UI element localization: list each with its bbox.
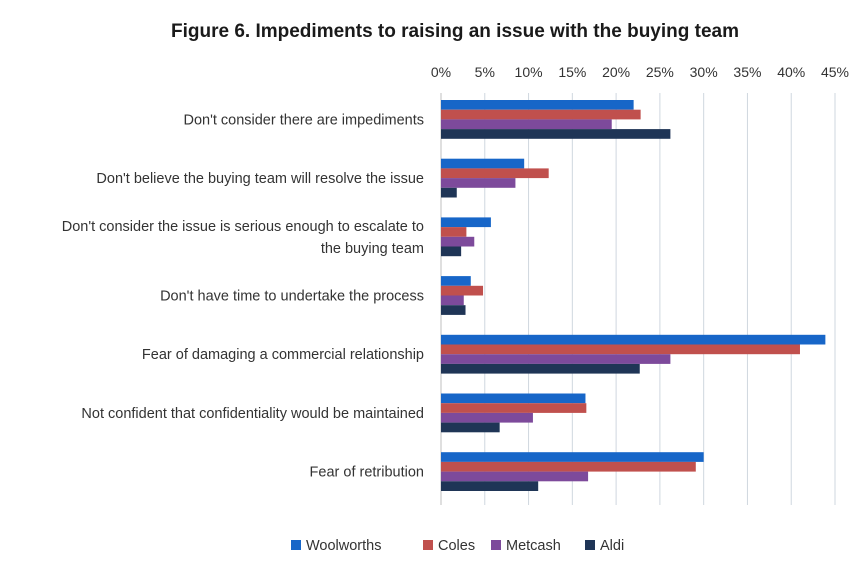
legend-swatch-coles <box>423 540 433 550</box>
category-label: the buying team <box>321 241 424 257</box>
bar-woolworths-5 <box>441 393 586 404</box>
chart-title: Figure 6. Impediments to raising an issu… <box>171 21 739 42</box>
x-tick-label: 10% <box>515 64 543 80</box>
bar-metcash-6 <box>441 471 589 482</box>
x-tick-label: 15% <box>558 64 586 80</box>
x-tick-label: 35% <box>733 64 761 80</box>
bar-aldi-1 <box>441 187 457 198</box>
category-label: Don't believe the buying team will resol… <box>96 171 424 187</box>
bar-coles-2 <box>441 227 467 237</box>
bar-woolworths-0 <box>441 100 634 110</box>
x-axis-ticks: 0% 5% 10% 15% 20% 25% 30% 35% 40% 45% <box>431 64 849 80</box>
bar-coles-1 <box>441 168 549 179</box>
bar-metcash-4 <box>441 354 671 364</box>
bar-aldi-5 <box>441 422 500 433</box>
legend-label-aldi: Aldi <box>600 538 624 554</box>
bar-aldi-0 <box>441 129 671 139</box>
bar-metcash-5 <box>441 412 533 423</box>
category-label: Don't consider there are impediments <box>183 112 424 128</box>
bar-coles-6 <box>441 461 696 472</box>
category-label: Not confident that confidentiality would… <box>81 406 424 422</box>
bar-woolworths-3 <box>441 276 471 286</box>
legend-swatch-woolworths <box>291 540 301 550</box>
bar-coles-5 <box>441 403 587 413</box>
bar-coles-0 <box>441 109 641 120</box>
bar-aldi-3 <box>441 305 466 315</box>
bar-aldi-4 <box>441 363 640 374</box>
category-label: Fear of damaging a commercial relationsh… <box>142 347 424 363</box>
bar-metcash-1 <box>441 178 516 188</box>
x-tick-label: 0% <box>431 64 451 80</box>
bar-coles-3 <box>441 285 484 296</box>
bars <box>441 100 826 491</box>
x-tick-label: 30% <box>690 64 718 80</box>
x-tick-label: 5% <box>475 64 495 80</box>
x-tick-label: 45% <box>821 64 849 80</box>
category-labels: Don't consider there are impediments Don'… <box>62 112 424 480</box>
x-tick-label: 40% <box>777 64 805 80</box>
bar-coles-4 <box>441 344 800 355</box>
bar-aldi-6 <box>441 481 539 491</box>
legend: Woolworths Coles Metcash Aldi <box>291 538 624 554</box>
legend-label-coles: Coles <box>438 538 475 554</box>
category-label: Don't have time to undertake the process <box>160 289 424 305</box>
bar-woolworths-4 <box>441 334 826 345</box>
bar-woolworths-6 <box>441 452 704 462</box>
gridlines <box>440 93 836 505</box>
bar-metcash-3 <box>441 295 464 306</box>
legend-swatch-aldi <box>585 540 595 550</box>
x-tick-label: 25% <box>646 64 674 80</box>
bar-woolworths-1 <box>441 158 525 169</box>
legend-label-metcash: Metcash <box>506 538 561 554</box>
category-label: Fear of retribution <box>310 465 424 481</box>
bar-metcash-0 <box>441 119 612 130</box>
x-tick-label: 20% <box>602 64 630 80</box>
bar-woolworths-2 <box>441 217 491 228</box>
legend-swatch-metcash <box>491 540 501 550</box>
bar-aldi-2 <box>441 246 462 257</box>
bar-metcash-2 <box>441 236 475 247</box>
category-label: Don't consider the issue is serious enou… <box>62 219 424 235</box>
legend-label-woolworths: Woolworths <box>306 538 381 554</box>
